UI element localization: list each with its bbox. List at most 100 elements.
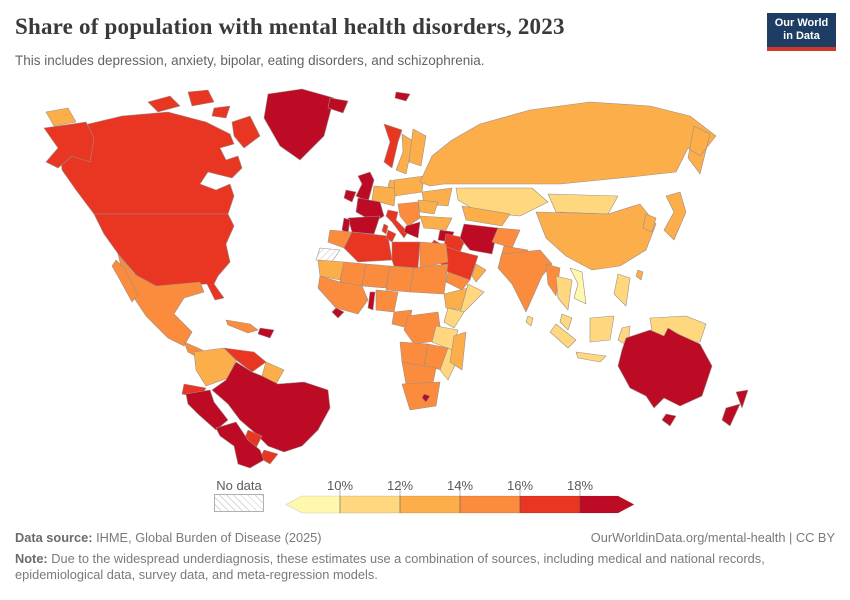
country-poland-baltics[interactable] [393, 175, 425, 197]
country-malaysia[interactable] [559, 313, 573, 331]
country-java[interactable] [575, 351, 607, 363]
country-greenland[interactable] [263, 88, 335, 161]
country-baja-california[interactable] [111, 259, 139, 303]
legend-bin-12-14[interactable] [399, 495, 461, 514]
country-mauritania[interactable] [317, 259, 345, 281]
country-germany[interactable] [371, 185, 397, 207]
country-alaska[interactable] [43, 121, 95, 169]
country-taiwan[interactable] [635, 269, 644, 281]
legend-bin-gt18[interactable] [579, 495, 635, 514]
country-russia[interactable] [419, 101, 717, 187]
country-iceland[interactable] [327, 97, 349, 114]
country-romania-bulgaria[interactable] [417, 199, 439, 215]
country-arctic-islands[interactable] [211, 105, 231, 119]
note-label: Note: [15, 551, 48, 566]
legend-tick-label: 16% [507, 478, 533, 493]
country-ireland[interactable] [343, 189, 357, 203]
country-sardinia-corsica[interactable] [381, 223, 389, 235]
country-venezuela[interactable] [223, 347, 267, 373]
country-arctic-islands[interactable] [187, 89, 215, 107]
country-sudan[interactable] [409, 263, 449, 295]
country-hispaniola[interactable] [257, 327, 275, 339]
country-sri-lanka[interactable] [525, 315, 534, 327]
country-italy[interactable] [385, 209, 409, 239]
country-sweden[interactable] [395, 133, 414, 175]
country-chukotka[interactable] [45, 107, 77, 127]
owid-logo-text: Our World in Data [767, 13, 836, 47]
country-mongolia[interactable] [547, 193, 619, 215]
country-finland[interactable] [408, 128, 427, 167]
country-lesotho[interactable] [421, 393, 431, 403]
country-cuba[interactable] [225, 319, 259, 334]
country-united-kingdom[interactable] [355, 171, 375, 203]
country-thailand-laos-cambodia[interactable] [555, 275, 573, 311]
country-greece[interactable] [403, 221, 421, 239]
country-dr-congo[interactable] [403, 311, 443, 345]
no-data-label: No data [216, 478, 262, 493]
data-source: Data source: IHME, Global Burden of Dise… [15, 530, 322, 545]
color-scale: 10% 12% 14% 16% 18% [285, 478, 635, 514]
country-japan[interactable] [663, 191, 687, 241]
country-south-africa[interactable] [401, 381, 441, 411]
map-legend: No data 10% 12% 14% 16% 18% [0, 476, 850, 518]
country-china[interactable] [535, 203, 657, 271]
country-mexico[interactable] [117, 253, 205, 347]
country-korea[interactable] [642, 213, 657, 233]
country-brazil[interactable] [211, 361, 331, 453]
page-subtitle: This includes depression, anxiety, bipol… [15, 53, 485, 68]
country-argentina-chile[interactable] [215, 421, 265, 469]
country-philippines[interactable] [613, 273, 631, 307]
country-libya[interactable] [391, 241, 421, 269]
country-egypt[interactable] [419, 241, 449, 269]
country-peru[interactable] [185, 389, 229, 431]
no-data-swatch[interactable] [214, 494, 264, 512]
legend-tick-marks [339, 482, 581, 513]
legend-tick-label: 18% [567, 478, 593, 493]
owid-logo[interactable]: Our World in Data [767, 13, 836, 51]
country-iran[interactable] [459, 223, 499, 255]
country-kenya[interactable] [443, 307, 465, 329]
legend-bin-16-18[interactable] [519, 495, 581, 514]
footer: Data source: IHME, Global Burden of Dise… [15, 530, 835, 545]
country-benin[interactable] [367, 291, 376, 311]
country-new-zealand-north[interactable] [735, 389, 749, 409]
country-liberia[interactable] [331, 307, 345, 319]
country-central-asia[interactable] [461, 205, 511, 227]
country-madagascar[interactable] [449, 331, 467, 371]
legend-bin-14-16[interactable] [459, 495, 521, 514]
world-map-svg [43, 88, 749, 469]
legend-tick-label: 12% [387, 478, 413, 493]
country-algeria[interactable] [343, 231, 393, 263]
country-balkans[interactable] [397, 201, 421, 227]
country-usa[interactable] [93, 213, 235, 301]
country-arctic-islands[interactable] [147, 95, 181, 113]
country-india[interactable] [497, 249, 553, 313]
country-west-africa[interactable] [317, 275, 369, 315]
owid-logo-accent-bar [767, 47, 836, 51]
country-baffin-island[interactable] [231, 115, 261, 149]
legend-bin-10-12[interactable] [339, 495, 401, 514]
country-oman[interactable] [471, 263, 487, 283]
country-spain[interactable] [347, 215, 381, 235]
country-nigeria[interactable] [375, 289, 399, 313]
owid-url-link[interactable]: OurWorldinData.org/mental-health | CC BY [590, 530, 835, 545]
country-sumatra[interactable] [549, 323, 577, 349]
legend-tick-label: 14% [447, 478, 473, 493]
country-borneo[interactable] [589, 315, 615, 343]
world-choropleth-map [0, 84, 850, 480]
country-new-zealand-south[interactable] [721, 403, 741, 427]
country-mali[interactable] [339, 261, 367, 287]
country-svalbard[interactable] [394, 91, 411, 102]
country-chad[interactable] [385, 265, 415, 293]
country-turkey[interactable] [419, 215, 453, 231]
country-australia[interactable] [617, 327, 713, 409]
country-niger[interactable] [361, 263, 391, 289]
legend-tick-label: 10% [327, 478, 353, 493]
country-tasmania[interactable] [661, 413, 677, 427]
page-title: Share of population with mental health d… [15, 14, 565, 39]
country-myanmar[interactable] [545, 263, 561, 297]
legend-bin-lt10[interactable] [285, 495, 341, 514]
country-norway[interactable] [383, 123, 403, 169]
country-vietnam[interactable] [569, 267, 587, 305]
